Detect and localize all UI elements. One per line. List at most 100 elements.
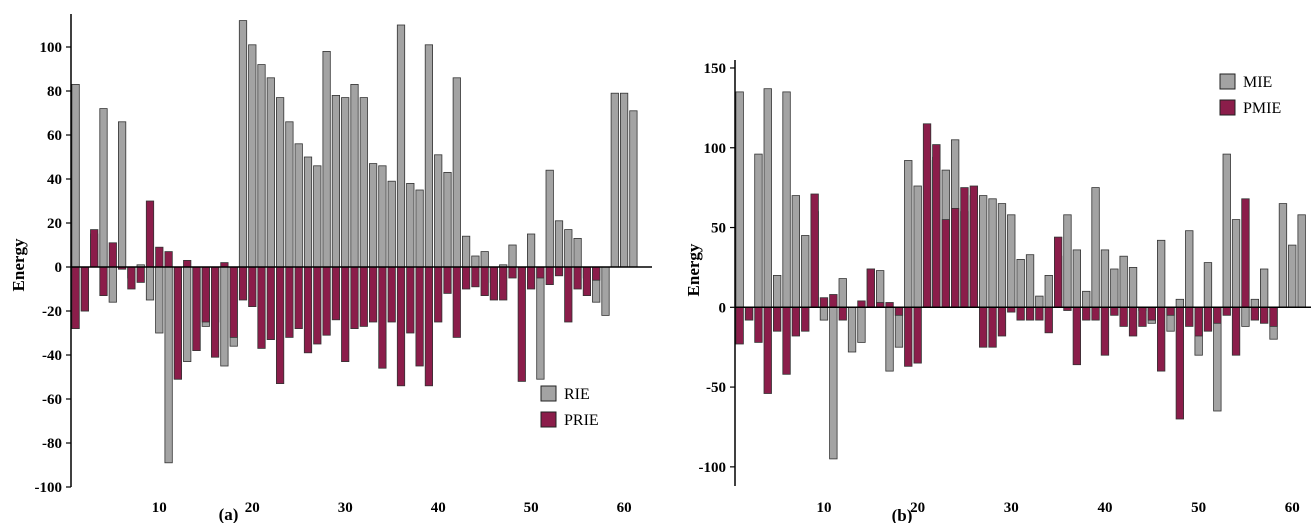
bar-rie-30 bbox=[341, 97, 350, 268]
bar-prie-46 bbox=[489, 266, 499, 301]
bar-pmie-7 bbox=[791, 306, 800, 337]
bar-prie-50 bbox=[527, 266, 536, 290]
x-tick-label: 20 bbox=[245, 500, 260, 516]
bar-pmie-47 bbox=[1166, 306, 1175, 316]
y-tick-label: -100 bbox=[699, 460, 727, 476]
bar-pmie-54 bbox=[1231, 306, 1241, 356]
legend-swatch-pmie bbox=[1219, 99, 1236, 116]
y-tick-label: -20 bbox=[42, 304, 62, 320]
y-tick-label: 100 bbox=[40, 40, 63, 56]
bar-prie-9 bbox=[145, 200, 155, 268]
bar-rie-11 bbox=[164, 266, 173, 464]
bar-prie-11 bbox=[164, 251, 173, 268]
bar-prie-10 bbox=[155, 246, 164, 268]
panel-label: (b) bbox=[892, 506, 913, 523]
bar-pmie-18 bbox=[894, 306, 904, 316]
bar-prie-23 bbox=[275, 266, 285, 384]
bar-prie-55 bbox=[573, 266, 582, 290]
y-tick-label: 100 bbox=[704, 141, 727, 157]
bar-prie-3 bbox=[90, 229, 99, 268]
bar-mie-59 bbox=[1278, 203, 1288, 308]
bar-mie-20 bbox=[913, 185, 922, 308]
bar-mie-10 bbox=[819, 306, 829, 321]
bar-mie-53 bbox=[1222, 153, 1231, 308]
bar-mie-41 bbox=[1110, 268, 1119, 308]
bar-pmie-43 bbox=[1128, 306, 1138, 337]
bar-mie-6 bbox=[782, 91, 791, 308]
bar-pmie-28 bbox=[988, 306, 997, 348]
bar-pmie-22 bbox=[932, 144, 941, 308]
bar-rie-45 bbox=[480, 251, 489, 268]
bar-pmie-34 bbox=[1044, 306, 1053, 334]
bar-rie-36 bbox=[396, 24, 406, 268]
bar-pmie-49 bbox=[1185, 306, 1194, 327]
bar-pmie-55 bbox=[1241, 198, 1250, 308]
bar-mie-54 bbox=[1231, 219, 1241, 308]
bar-pmie-5 bbox=[773, 306, 782, 332]
chart-panel-b: -100 -50 0 50 100 150 10 20 30 40 50 60 Energy (b) MIE… bbox=[684, 60, 1311, 525]
bar-pmie-23 bbox=[941, 219, 950, 308]
bar-prie-54 bbox=[564, 266, 573, 323]
y-axis-title: Energy bbox=[9, 238, 28, 291]
bar-rie-61 bbox=[629, 110, 638, 268]
bar-mie-11 bbox=[829, 306, 838, 460]
bar-pmie-58 bbox=[1269, 306, 1278, 327]
bar-prie-4 bbox=[99, 266, 108, 297]
x-tick-label: 50 bbox=[524, 500, 539, 516]
bar-mie-39 bbox=[1091, 187, 1100, 308]
bar-rie-17 bbox=[220, 266, 229, 367]
legend-swatch-prie bbox=[540, 411, 557, 428]
bar-rie-53 bbox=[554, 220, 564, 268]
bar-pmie-8 bbox=[801, 306, 810, 332]
bar-rie-54 bbox=[564, 229, 573, 268]
bar-prie-40 bbox=[434, 266, 443, 323]
bar-prie-31 bbox=[350, 266, 359, 329]
y-tick-label: 150 bbox=[704, 61, 727, 77]
bar-pmie-37 bbox=[1072, 306, 1081, 366]
bar-pmie-12 bbox=[838, 306, 847, 321]
bar-rie-34 bbox=[378, 165, 387, 268]
bar-prie-26 bbox=[303, 266, 313, 354]
bar-mie-36 bbox=[1063, 214, 1072, 308]
bar-rie-42 bbox=[452, 77, 461, 268]
bar-mie-37 bbox=[1072, 249, 1081, 308]
bar-pmie-1 bbox=[735, 306, 744, 345]
bar-prie-48 bbox=[508, 266, 517, 279]
x-tick-label: 60 bbox=[617, 500, 632, 516]
bar-rie-55 bbox=[573, 237, 582, 268]
bar-rie-23 bbox=[275, 97, 285, 268]
bar-pmie-46 bbox=[1157, 306, 1166, 372]
bar-mie-32 bbox=[1025, 254, 1035, 308]
bar-prie-51 bbox=[536, 266, 545, 279]
bar-rie-60 bbox=[620, 92, 629, 268]
bar-pmie-40 bbox=[1100, 306, 1110, 356]
bar-mie-56 bbox=[1250, 298, 1259, 308]
bar-mie-7 bbox=[791, 195, 800, 308]
bar-pmie-32 bbox=[1025, 306, 1035, 321]
bar-rie-33 bbox=[368, 163, 378, 268]
bar-pmie-24 bbox=[951, 207, 960, 308]
x-tick-label: 40 bbox=[1097, 500, 1112, 516]
y-tick-label: -100 bbox=[35, 480, 63, 496]
legend-label-rie: RIE bbox=[564, 386, 590, 403]
bar-mie-29 bbox=[997, 203, 1007, 308]
bar-pmie-15 bbox=[866, 268, 875, 308]
bar-rie-27 bbox=[313, 165, 322, 268]
legend: RIE PRIE bbox=[540, 385, 599, 429]
bar-pmie-11 bbox=[829, 294, 838, 308]
bar-rie-58 bbox=[601, 266, 610, 316]
bar-prie-45 bbox=[480, 266, 489, 297]
bar-rie-26 bbox=[303, 156, 313, 268]
bar-prie-42 bbox=[452, 266, 461, 338]
bar-rie-32 bbox=[359, 97, 368, 268]
bar-pmie-53 bbox=[1222, 306, 1231, 316]
bar-mie-38 bbox=[1082, 290, 1091, 308]
legend: MIE PMIE bbox=[1219, 73, 1281, 117]
bar-rie-6 bbox=[118, 121, 127, 268]
bar-mie-12 bbox=[838, 278, 847, 308]
legend-swatch-mie bbox=[1219, 73, 1236, 90]
bar-mie-51 bbox=[1203, 262, 1213, 308]
bar-prie-43 bbox=[461, 266, 471, 290]
bar-pmie-39 bbox=[1091, 306, 1100, 321]
bar-mie-5 bbox=[773, 274, 782, 308]
